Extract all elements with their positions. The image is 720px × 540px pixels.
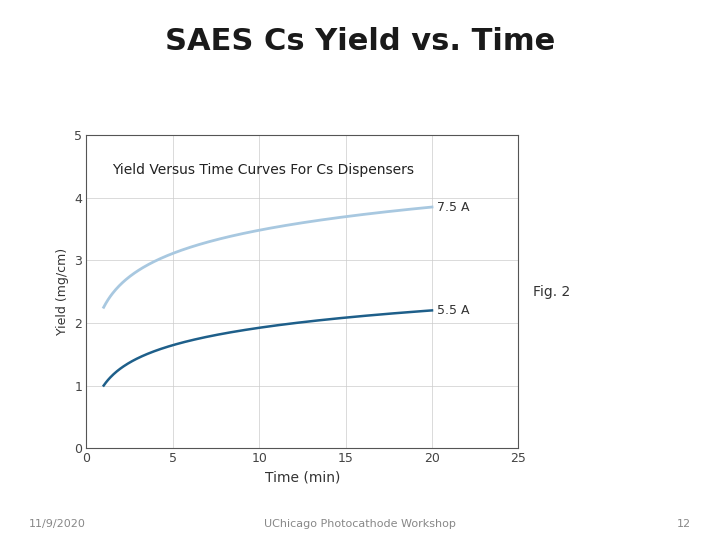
- X-axis label: Time (min): Time (min): [265, 471, 340, 485]
- Text: 12: 12: [677, 519, 691, 529]
- Text: SAES Cs Yield vs. Time: SAES Cs Yield vs. Time: [165, 27, 555, 56]
- Y-axis label: Yield (mg/cm): Yield (mg/cm): [55, 248, 68, 335]
- Text: Fig. 2: Fig. 2: [533, 285, 570, 299]
- Text: 5.5 A: 5.5 A: [437, 304, 469, 317]
- Text: 11/9/2020: 11/9/2020: [29, 519, 86, 529]
- Text: 7.5 A: 7.5 A: [437, 200, 469, 213]
- Text: Yield Versus Time Curves For Cs Dispensers: Yield Versus Time Curves For Cs Dispense…: [112, 163, 414, 177]
- Text: UChicago Photocathode Workshop: UChicago Photocathode Workshop: [264, 519, 456, 529]
